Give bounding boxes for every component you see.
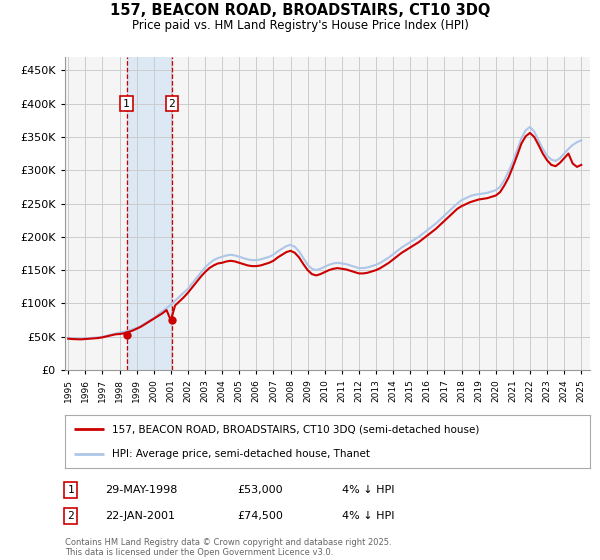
Text: 1: 1 [67, 485, 74, 495]
Text: 157, BEACON ROAD, BROADSTAIRS, CT10 3DQ: 157, BEACON ROAD, BROADSTAIRS, CT10 3DQ [110, 3, 490, 18]
Text: 157, BEACON ROAD, BROADSTAIRS, CT10 3DQ (semi-detached house): 157, BEACON ROAD, BROADSTAIRS, CT10 3DQ … [112, 424, 479, 435]
Text: £74,500: £74,500 [237, 511, 283, 521]
Text: 4% ↓ HPI: 4% ↓ HPI [342, 485, 395, 495]
Text: 2: 2 [67, 511, 74, 521]
Text: 4% ↓ HPI: 4% ↓ HPI [342, 511, 395, 521]
Text: 29-MAY-1998: 29-MAY-1998 [105, 485, 178, 495]
Text: 1: 1 [123, 99, 130, 109]
Text: £53,000: £53,000 [237, 485, 283, 495]
Text: Price paid vs. HM Land Registry's House Price Index (HPI): Price paid vs. HM Land Registry's House … [131, 19, 469, 32]
Text: Contains HM Land Registry data © Crown copyright and database right 2025.
This d: Contains HM Land Registry data © Crown c… [65, 538, 391, 557]
Bar [127, 57, 172, 370]
Text: 2: 2 [169, 99, 175, 109]
Text: HPI: Average price, semi-detached house, Thanet: HPI: Average price, semi-detached house,… [112, 449, 370, 459]
Text: 22-JAN-2001: 22-JAN-2001 [105, 511, 175, 521]
